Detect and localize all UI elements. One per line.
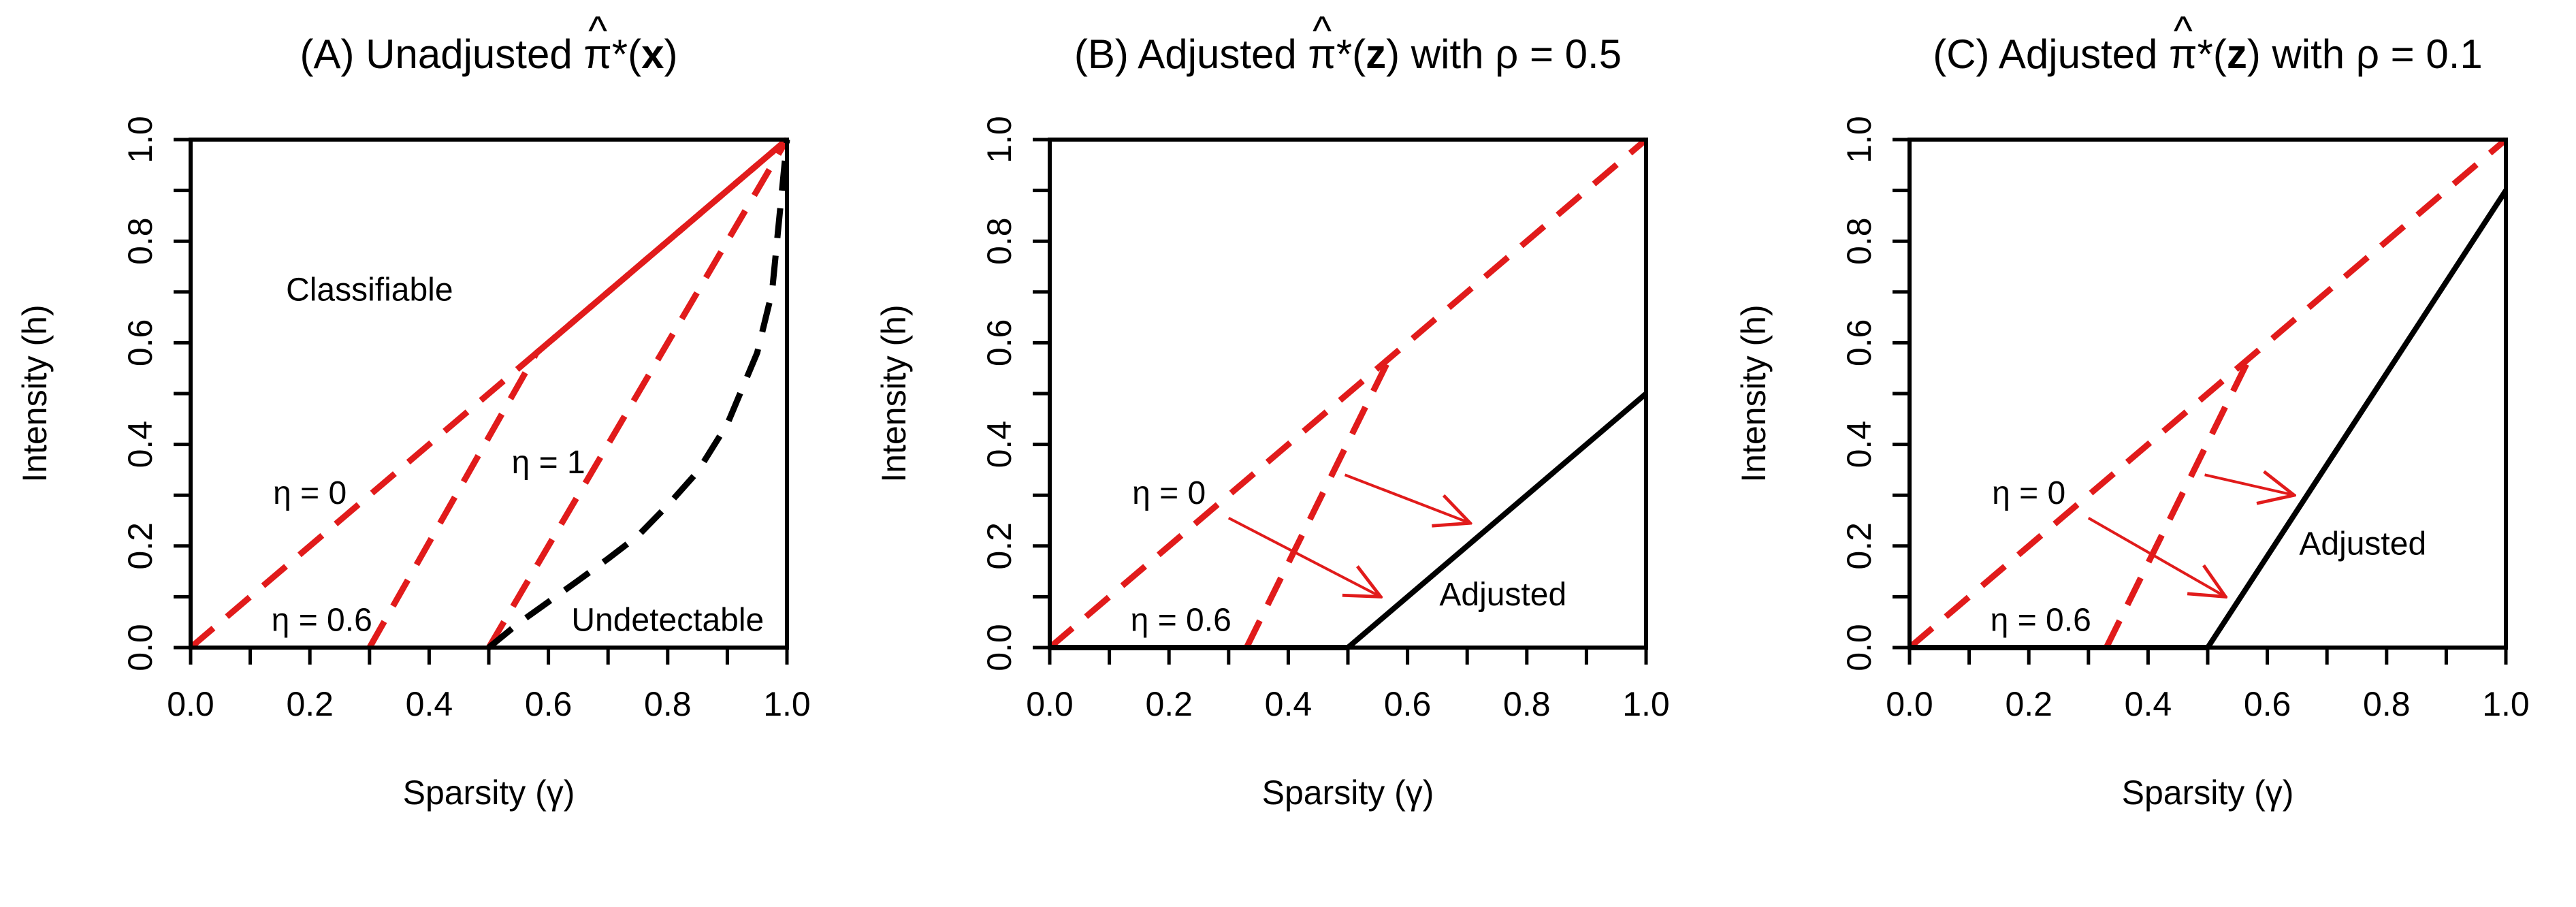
arrow-0 (1344, 473, 1470, 523)
x-tick-label: 0.0 (167, 685, 214, 723)
panel-a: 0.0 0.2 0.4 0.6 0.8 1.0 0.0 0.2 0.4 0.6 0.8 1.0 Spar… (16, 8, 811, 812)
x-tick-label: 0.4 (1265, 685, 1313, 723)
arrow-0 (2204, 475, 2294, 495)
title-part-var: z (1366, 31, 1386, 77)
title-hat: ^ (2174, 8, 2193, 54)
x-tick-label: 0.8 (644, 685, 692, 723)
y-tick-label: 0.0 (121, 624, 159, 671)
annotation: η = 0.6 (1991, 602, 2091, 638)
x-tick-label: 0.8 (1503, 685, 1551, 723)
series-eta-0.6 (1244, 356, 1393, 649)
title-part-suffix: *( (612, 31, 641, 77)
series-eta-0 (189, 137, 789, 650)
title-part-end: ) with ρ = 0.1 (2247, 31, 2483, 77)
title-hat: ^ (1313, 8, 1332, 54)
x-tick-label: 1.0 (2482, 685, 2530, 723)
annotation: η = 1 (512, 445, 585, 481)
x-tick-label: 0.0 (1026, 685, 1074, 723)
x-tick-label: 0.0 (1886, 685, 1933, 723)
y-axis-label: Intensity (h) (16, 304, 54, 482)
panel-c: 0.0 0.2 0.4 0.6 0.8 1.0 0.0 0.2 0.4 0.6 0.8 1.0 Spar… (1735, 8, 2530, 812)
x-tick-label: 0.2 (286, 685, 334, 723)
series-detection-boundary (487, 139, 790, 650)
x-tick-label: 0.2 (1145, 685, 1193, 723)
title-part-prefix: (A) Unadjusted (300, 31, 584, 77)
x-tick-label: 0.4 (2125, 685, 2172, 723)
chart-title: (B) Adjusted π*(z) with ρ = 0.5 (1074, 31, 1622, 77)
y-tick-label: 0.8 (980, 217, 1018, 265)
annotation: η = 0 (1132, 475, 1206, 511)
annotation: η = 0.6 (1131, 602, 1231, 638)
y-tick-label: 1.0 (121, 116, 159, 163)
title-part-pi: π (2169, 31, 2197, 77)
chart-title: (C) Adjusted π*(z) with ρ = 0.1 (1933, 31, 2483, 77)
series-adjusted-boundary (1910, 189, 2509, 650)
annotation: Classifiable (286, 272, 453, 308)
y-tick-label: 0.4 (1840, 421, 1878, 468)
x-axis-label: Sparsity (γ) (1262, 774, 1434, 812)
y-tick-label: 0.6 (1840, 319, 1878, 367)
x-axis-label: Sparsity (γ) (2122, 774, 2294, 812)
title-hat: ^ (588, 8, 607, 54)
x-tick-label: 0.2 (2005, 685, 2052, 723)
y-tick-label: 0.4 (121, 421, 159, 468)
y-tick-label: 1.0 (980, 116, 1018, 163)
x-tick-label: 0.8 (2363, 685, 2411, 723)
annotation: Undetectable (571, 602, 764, 638)
annotation: η = 0.6 (272, 602, 372, 638)
chart-title: (A) Unadjusted π*(x) (300, 31, 678, 77)
annotation: Adjusted (1439, 577, 1566, 613)
title-part-prefix: (C) Adjusted (1933, 31, 2169, 77)
y-tick-label: 0.6 (980, 319, 1018, 367)
title-part-end: ) with ρ = 0.5 (1386, 31, 1622, 77)
arrow-1 (2087, 517, 2225, 597)
title-part-var: z (2227, 31, 2247, 77)
y-axis-label: Intensity (h) (1735, 304, 1773, 482)
x-tick-label: 0.6 (1384, 685, 1432, 723)
series-eta-0.6 (2104, 356, 2253, 649)
title-part-suffix: *( (2197, 31, 2226, 77)
series-eta-0 (1907, 137, 2508, 650)
panel-b: 0.0 0.2 0.4 0.6 0.8 1.0 0.0 0.2 0.4 0.6 0.8 1.0 Spar… (875, 8, 1670, 812)
y-axis-label: Intensity (h) (875, 304, 913, 482)
title-part-prefix: (B) Adjusted (1074, 31, 1308, 77)
x-tick-label: 0.4 (406, 685, 453, 723)
series-eta-0 (1048, 137, 1648, 650)
series-eta-0.6 (366, 137, 789, 650)
series-eta-1 (486, 138, 790, 650)
y-tick-label: 0.2 (121, 522, 159, 570)
y-tick-label: 0.4 (980, 421, 1018, 468)
y-tick-label: 1.0 (1840, 116, 1878, 163)
y-tick-label: 0.6 (121, 319, 159, 367)
y-tick-label: 0.0 (1840, 624, 1878, 671)
x-tick-label: 0.6 (2244, 685, 2291, 723)
y-tick-label: 0.0 (980, 624, 1018, 671)
title-part-end: ) (664, 31, 678, 77)
x-tick-label: 1.0 (763, 685, 811, 723)
y-tick-label: 0.8 (121, 217, 159, 265)
title-part-suffix: *( (1336, 31, 1366, 77)
y-tick-label: 0.8 (1840, 217, 1878, 265)
annotation: η = 0 (273, 475, 347, 511)
y-tick-label: 0.2 (1840, 522, 1878, 570)
x-axis-label: Sparsity (γ) (403, 774, 575, 812)
x-tick-label: 0.6 (525, 685, 573, 723)
title-part-pi: π (583, 31, 611, 77)
arrow-1 (1227, 516, 1381, 597)
annotation: Adjusted (2299, 526, 2426, 562)
x-tick-label: 1.0 (1622, 685, 1670, 723)
annotation: η = 0 (1992, 475, 2065, 511)
title-part-var: x (641, 31, 664, 77)
title-part-pi: π (1308, 31, 1336, 77)
y-tick-label: 0.2 (980, 522, 1018, 570)
